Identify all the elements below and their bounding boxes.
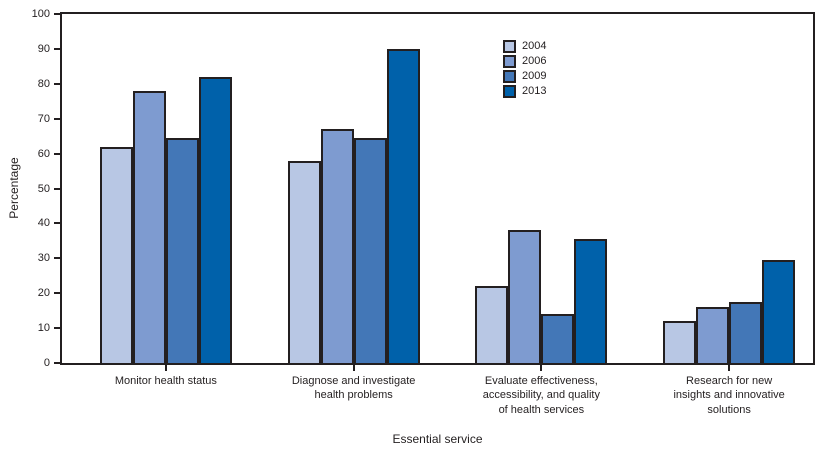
- legend-item-2013: 2013: [503, 84, 546, 99]
- bar-2009-group2: [353, 137, 387, 363]
- x-tick-1: [164, 365, 167, 371]
- bar-2009-group3: [541, 314, 575, 363]
- bar-2009-group1: [165, 137, 199, 363]
- y-tick-label-50: 50: [37, 182, 50, 195]
- y-tick-label-60: 60: [37, 147, 50, 160]
- y-tick-label-20: 20: [37, 287, 50, 300]
- bar-2004-group1: [99, 146, 133, 363]
- category-label-3: Evaluate effectiveness, accessibility, a…: [482, 375, 600, 416]
- bar-2006-group3: [508, 230, 542, 363]
- y-tick-80: [54, 82, 60, 85]
- legend-item-2009: 2009: [503, 69, 546, 84]
- y-tick-0: [54, 362, 60, 364]
- y-tick-60: [54, 152, 60, 155]
- y-tick-100: [54, 13, 60, 15]
- category-label-2: Diagnose and investigate health problems: [291, 375, 416, 402]
- bar-2013-group4: [762, 260, 796, 363]
- bar-2013-group2: [386, 48, 420, 363]
- bar-2009-group4: [729, 301, 763, 363]
- y-tick-label-70: 70: [37, 112, 50, 125]
- legend-label-2006: 2006: [522, 55, 547, 67]
- x-tick-4: [728, 365, 731, 371]
- category-label-1: Monitor health status: [114, 375, 217, 387]
- legend-item-2006: 2006: [503, 54, 546, 69]
- legend-label-2004: 2004: [522, 40, 547, 52]
- bar-2004-group3: [475, 286, 509, 363]
- bar-2006-group4: [696, 307, 730, 363]
- x-axis-title: Essential service: [392, 432, 483, 446]
- legend-swatch-2004: [503, 40, 516, 53]
- legend-label-2009: 2009: [522, 70, 547, 82]
- y-tick-label-80: 80: [37, 77, 50, 90]
- y-tick-label-90: 90: [37, 42, 50, 55]
- x-tick-2: [352, 365, 355, 371]
- y-tick-70: [54, 117, 60, 120]
- legend-label-2013: 2013: [522, 85, 547, 97]
- legend: 2004 2006 2009 2013: [503, 39, 546, 99]
- y-tick-90: [54, 47, 60, 50]
- y-tick-20: [54, 292, 60, 295]
- x-tick-3: [540, 365, 543, 371]
- bar-2006-group2: [320, 129, 354, 363]
- legend-item-2004: 2004: [503, 39, 546, 54]
- y-tick-30: [54, 257, 60, 260]
- bar-2006-group1: [132, 90, 166, 363]
- bar-2004-group4: [663, 321, 697, 363]
- legend-swatch-2013: [503, 85, 516, 98]
- legend-swatch-2009: [503, 70, 516, 83]
- bar-2004-group2: [287, 160, 321, 363]
- bar-2013-group3: [574, 239, 608, 363]
- bar-2013-group1: [198, 76, 232, 363]
- y-tick-label-30: 30: [37, 252, 50, 265]
- y-tick-label-10: 10: [37, 322, 50, 335]
- y-tick-label-100: 100: [31, 8, 50, 20]
- y-tick-label-40: 40: [37, 217, 50, 230]
- y-tick-10: [54, 327, 60, 330]
- y-tick-50: [54, 187, 60, 190]
- y-tick-40: [54, 222, 60, 225]
- y-tick-label-0: 0: [43, 357, 50, 369]
- category-label-4: Research for new insights and innovative…: [673, 375, 785, 416]
- legend-swatch-2006: [503, 55, 516, 68]
